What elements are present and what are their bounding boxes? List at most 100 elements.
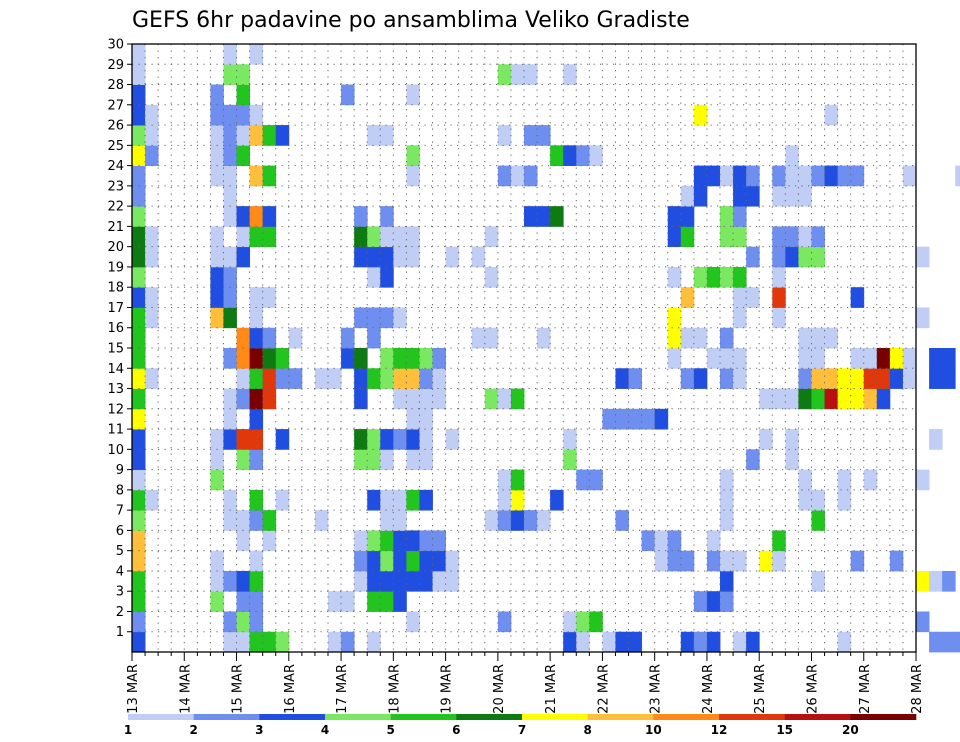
y-tick-label: 28	[107, 78, 124, 93]
precip-cell	[720, 327, 734, 349]
precip-cell	[733, 307, 747, 329]
precip-cell	[406, 429, 420, 450]
precip-cell	[132, 307, 146, 329]
precip-cell	[550, 489, 564, 511]
precip-cell	[419, 368, 433, 389]
precip-cell	[524, 206, 538, 227]
precip-cell	[328, 368, 342, 389]
precip-cell	[249, 104, 264, 126]
precip-cell	[667, 206, 682, 227]
precip-cell	[706, 631, 721, 653]
precip-cell	[406, 165, 420, 187]
precip-cell	[406, 449, 420, 471]
precip-cell	[733, 550, 747, 572]
x-tick-label: 24 MAR	[701, 664, 716, 714]
precip-cell	[367, 246, 381, 268]
precip-cell	[210, 449, 224, 471]
precip-cell	[223, 246, 237, 268]
precip-cell	[902, 368, 917, 389]
precip-cell	[798, 348, 812, 369]
precip-cell	[824, 327, 839, 349]
precip-cell	[262, 226, 277, 248]
y-tick-label: 4	[116, 564, 124, 579]
precip-cell	[837, 368, 852, 389]
precip-cell	[733, 266, 747, 288]
precip-cell	[497, 165, 512, 187]
precip-cell	[929, 348, 943, 369]
precip-cell	[275, 429, 290, 450]
y-tick-label: 14	[107, 362, 124, 377]
precip-cell	[563, 611, 577, 633]
precip-cell	[210, 591, 224, 612]
precip-cell	[210, 570, 224, 592]
precip-cell	[706, 266, 721, 288]
precip-cell	[380, 246, 394, 268]
precip-cell	[249, 510, 264, 531]
precip-cell	[249, 368, 264, 389]
precip-cell	[236, 510, 251, 531]
precip-cell	[889, 550, 904, 572]
precip-cell	[132, 408, 146, 430]
precip-cell	[537, 125, 551, 146]
precip-cell	[733, 348, 747, 369]
precip-cell	[497, 510, 512, 531]
precip-cell	[615, 408, 629, 430]
precip-cell	[772, 185, 786, 207]
precip-cell	[798, 388, 812, 410]
precip-cell	[236, 429, 251, 450]
precip-cell	[916, 307, 930, 329]
precip-cell	[484, 510, 499, 531]
colorbar-label: 4	[321, 723, 329, 737]
y-tick-label: 24	[107, 159, 124, 174]
precip-cell	[275, 368, 290, 389]
precip-cell	[680, 206, 695, 227]
y-tick-label: 27	[107, 98, 124, 113]
precip-cell	[419, 570, 433, 592]
precip-cell	[132, 64, 146, 85]
precip-cell	[929, 429, 943, 450]
precip-cell	[811, 489, 825, 511]
colorbar-label: 6	[452, 723, 460, 737]
colorbar-swatch	[653, 714, 720, 720]
precip-cell	[524, 510, 538, 531]
precip-cell	[132, 287, 146, 308]
precip-cell	[210, 165, 224, 187]
precip-cell	[249, 591, 264, 612]
y-tick-label: 3	[116, 585, 124, 600]
precip-cell	[406, 611, 420, 633]
precip-cell	[654, 550, 669, 572]
precip-cell	[510, 165, 525, 187]
precip-cell	[850, 388, 865, 410]
y-tick-label: 30	[107, 38, 124, 53]
precip-cell	[393, 489, 407, 511]
precip-cell	[223, 408, 237, 430]
precip-cell	[563, 64, 577, 85]
precip-cell	[693, 165, 708, 187]
precip-cell	[223, 287, 237, 308]
precip-cell	[654, 530, 669, 552]
precip-cell	[667, 266, 682, 288]
precip-cell	[497, 388, 512, 410]
precip-cell	[863, 469, 878, 491]
precip-cell	[393, 570, 407, 592]
precip-cell	[236, 64, 251, 85]
precip-cell	[132, 104, 146, 126]
precip-cell	[249, 307, 264, 329]
precip-cell	[955, 165, 960, 187]
precip-cell	[132, 44, 146, 65]
precip-cell	[497, 64, 512, 85]
precip-cell	[837, 631, 852, 653]
precip-cell	[824, 104, 839, 126]
precip-cell	[811, 327, 825, 349]
precip-cell	[288, 327, 303, 349]
precip-cell	[132, 348, 146, 369]
precip-cell	[249, 226, 264, 248]
colorbar-swatch	[850, 714, 917, 720]
colorbar-label: 3	[255, 723, 263, 737]
colorbar-swatch	[719, 714, 785, 720]
precip-cell	[706, 550, 721, 572]
precip-cell	[484, 266, 499, 288]
precip-cell	[720, 226, 734, 248]
precip-cell	[223, 44, 237, 65]
precip-cell	[380, 368, 394, 389]
